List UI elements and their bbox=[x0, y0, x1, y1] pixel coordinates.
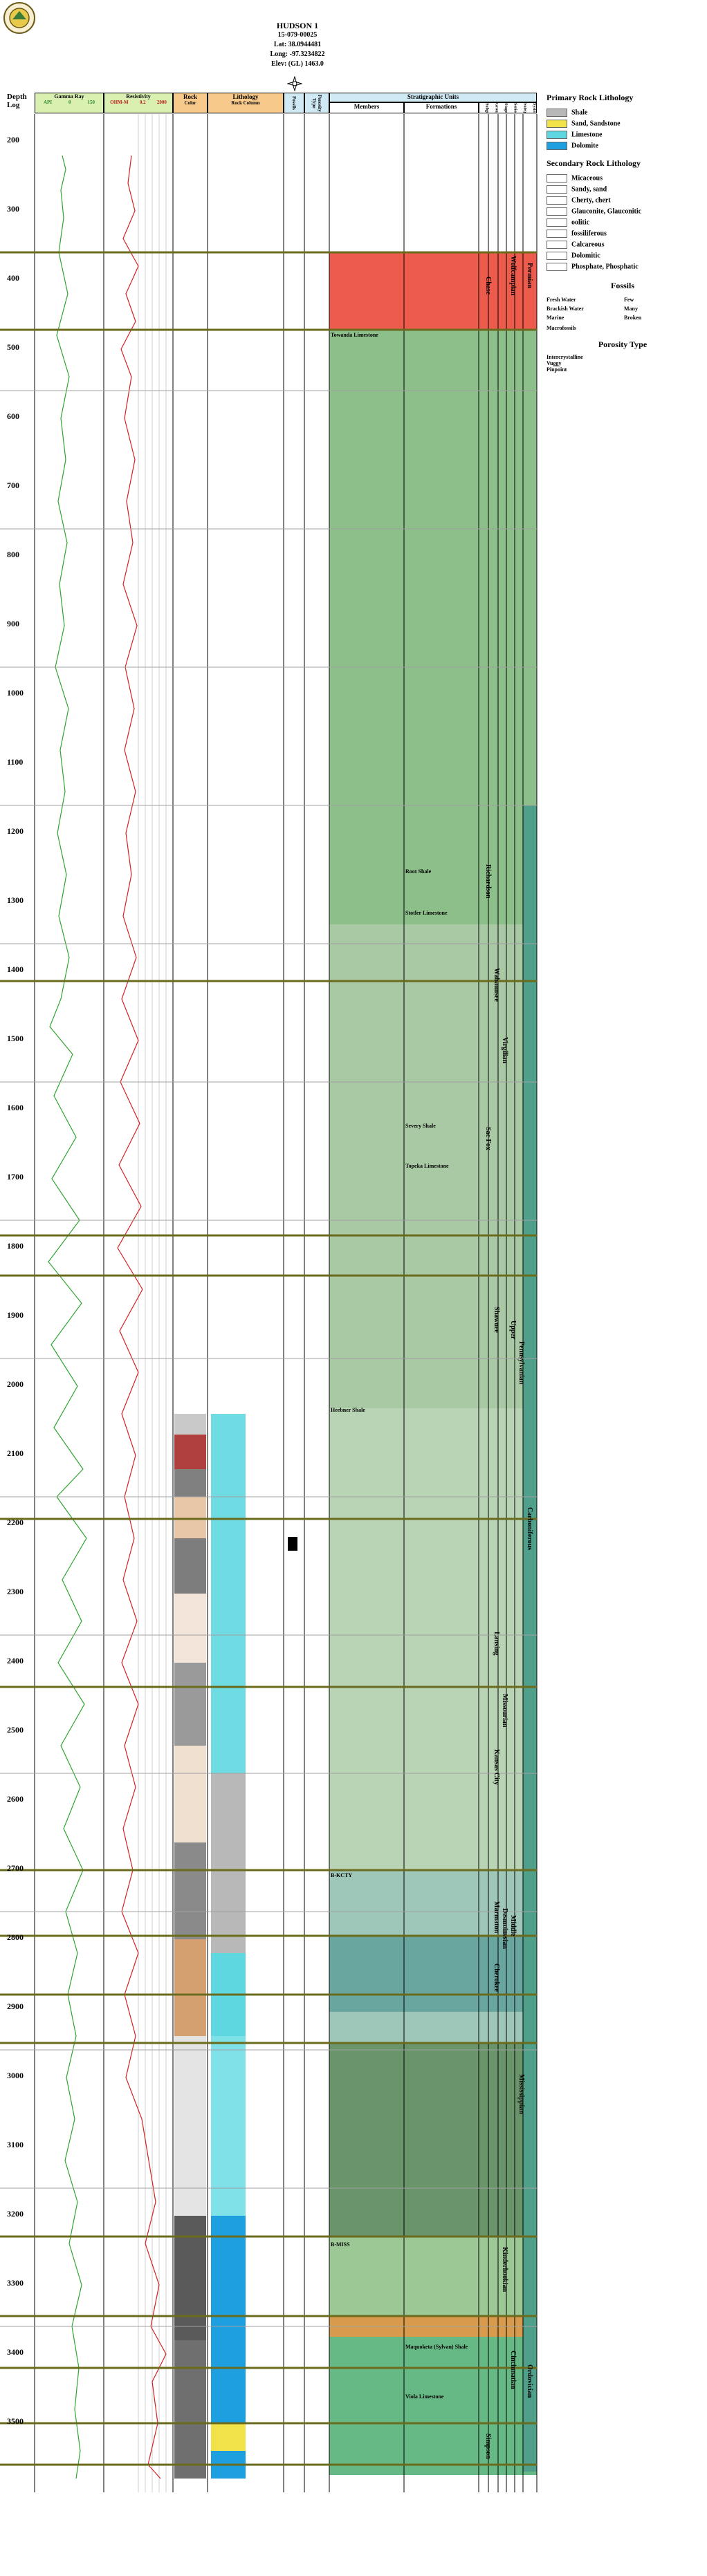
resistivity-header: Resistivity OHM-M 0.2 2000 bbox=[104, 93, 173, 113]
group-lansing: Lansing bbox=[493, 1632, 500, 1656]
formation-stotler: Stotler Limestone bbox=[405, 910, 448, 916]
series-wolfcampian: Wolfcampian bbox=[509, 256, 517, 296]
system-ordovician: Ordovician bbox=[526, 2364, 533, 2398]
formation-root-shale: Root Shale bbox=[405, 868, 432, 875]
group-kansascity: Kansas City bbox=[493, 1749, 500, 1785]
system-carboniferous: Carboniferous bbox=[526, 1507, 533, 1551]
legend-porosity-title: Porosity Type bbox=[598, 339, 648, 349]
stage-desmoinesian: Desmoinesian bbox=[501, 1908, 508, 1949]
formation-topeka: Topeka Limestone bbox=[405, 1163, 449, 1169]
porosity-header: Porosity Type bbox=[304, 93, 329, 113]
well-header: HUDSON 1 15-079-00025 Lat: 38.0944481 Lo… bbox=[208, 21, 387, 69]
legend-primary-limestone: Limestone bbox=[547, 131, 699, 139]
subsystem-pennsylvanian: Pennsylvanian bbox=[517, 1341, 525, 1385]
well-name: HUDSON 1 bbox=[276, 21, 319, 30]
member-bkcty: B-KCTY bbox=[331, 1872, 353, 1878]
formation-top-lines bbox=[0, 251, 537, 2466]
well-log-body bbox=[0, 114, 538, 2492]
member-heebner: Heebner Shale bbox=[331, 1407, 365, 1413]
group-chase: Chase bbox=[484, 277, 492, 295]
legend-primary-shale: Shale bbox=[547, 109, 699, 117]
stage-virgilian: Virgilian bbox=[501, 1037, 508, 1063]
group-cherokee: Cherokee bbox=[493, 1963, 500, 1992]
group-shawnee: Shawnee bbox=[493, 1307, 500, 1333]
group-sacfox: Sac Fox bbox=[484, 1127, 492, 1150]
stage-missourian: Missourian bbox=[501, 1694, 508, 1728]
series-upper: Upper bbox=[509, 1320, 517, 1340]
lithology-header: Lithology Rock Column bbox=[208, 93, 284, 113]
well-api: 15-079-00025 bbox=[277, 31, 318, 39]
gamma-header: Gamma Ray API 0 150 bbox=[35, 93, 104, 113]
depth-log-header: Depth Log bbox=[7, 93, 27, 109]
formations-header: Formations bbox=[404, 102, 479, 113]
members-header: Members bbox=[329, 102, 404, 113]
strat-units-header: Stratigraphic Units bbox=[329, 93, 537, 102]
series-middle: Middle bbox=[509, 1915, 517, 1936]
group-simpson: Simpson bbox=[484, 2434, 492, 2459]
group-richardson: Richardson bbox=[484, 864, 492, 899]
group-marmaton: Marmaton bbox=[493, 1901, 500, 1934]
formation-severy: Severy Shale bbox=[405, 1123, 436, 1129]
compass-icon bbox=[287, 76, 302, 91]
system-permian: Permian bbox=[526, 263, 533, 288]
legend-fossils-title: Fossils bbox=[610, 281, 634, 290]
legend: Primary Rock Lithology Shale Sand, Sands… bbox=[547, 93, 699, 373]
legend-primary-sand: Sand, Sandstone bbox=[547, 120, 699, 128]
series-cincinnatian: Cincinnatian bbox=[509, 2351, 517, 2389]
stage-kinderhookian: Kinderhookian bbox=[501, 2247, 508, 2293]
rock-color-header: Rock Color bbox=[173, 93, 208, 113]
lithology-blocks bbox=[174, 1414, 246, 2479]
member-viola: Viola Limestone bbox=[405, 2393, 444, 2400]
well-long: Long: -97.3234822 bbox=[270, 50, 325, 58]
legend-secondary-title: Secondary Rock Lithology bbox=[547, 158, 641, 168]
strat-rank-headers: Subgroup Group Stage Series Subsystem Sy… bbox=[479, 102, 537, 113]
subsystem-mississippian: Mississippian bbox=[517, 2074, 525, 2114]
fossils-header: Fossils bbox=[284, 93, 304, 113]
member-maquoketa: Maquoketa (Sylvan) Shale bbox=[405, 2344, 468, 2350]
group-wabaunsee: Wabaunsee bbox=[493, 968, 500, 1002]
well-lat: Lat: 38.0944481 bbox=[273, 41, 322, 48]
well-elev: Elev: (GL) 1463.0 bbox=[271, 60, 324, 68]
legend-primary-title: Primary Rock Lithology bbox=[547, 93, 634, 102]
legend-primary-dolomite: Dolomite bbox=[547, 142, 699, 150]
member-bmiss: B-MISS bbox=[331, 2241, 350, 2248]
member-towanda: Towanda Limestone bbox=[331, 332, 378, 338]
kgs-logo bbox=[3, 2, 35, 34]
